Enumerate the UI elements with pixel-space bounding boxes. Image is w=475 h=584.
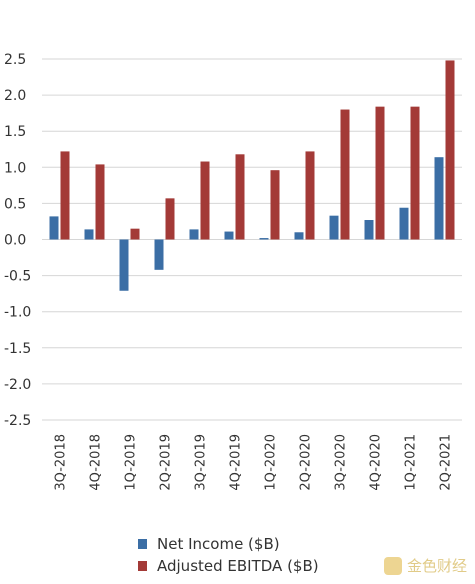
legend-swatch-adjusted-ebitda: [138, 561, 147, 571]
x-tick-label: 2Q-2021: [439, 434, 454, 491]
bar-adjusted-ebitda: [270, 170, 280, 240]
bar-adjusted-ebitda: [410, 106, 420, 240]
y-tick-label: 2.5: [4, 52, 26, 68]
bar-adjusted-ebitda: [235, 154, 245, 240]
x-tick-label: 1Q-2021: [404, 434, 419, 491]
bar-net-income: [224, 231, 234, 240]
bar-adjusted-ebitda: [130, 228, 140, 240]
y-tick-label: -0.5: [4, 269, 31, 285]
bar-net-income: [84, 229, 94, 240]
bar-adjusted-ebitda: [305, 151, 315, 240]
bar-net-income: [154, 239, 164, 270]
y-tick-label: 0.0: [4, 233, 26, 249]
x-tick-label: 1Q-2020: [264, 434, 279, 491]
bar-net-income: [364, 220, 374, 240]
legend: Net Income ($B) Adjusted EBITDA ($B): [138, 533, 319, 577]
x-tick-label: 4Q-2018: [89, 434, 104, 491]
x-tick-label: 4Q-2020: [369, 434, 384, 491]
y-tick-label: 0.5: [4, 196, 26, 212]
bar-adjusted-ebitda: [95, 164, 105, 240]
bar-net-income: [329, 215, 339, 240]
bar-net-income: [259, 238, 269, 240]
y-tick-label: -1.0: [4, 305, 31, 321]
watermark-text: 金色财经: [406, 557, 467, 575]
y-tick-label: -2.0: [4, 377, 31, 393]
y-tick-label: 1.5: [4, 124, 26, 140]
y-tick-label: 2.0: [4, 88, 26, 104]
legend-swatch-net-income: [138, 539, 147, 549]
y-tick-label: -2.5: [4, 413, 31, 429]
bar-net-income: [434, 157, 444, 240]
bar-adjusted-ebitda: [445, 60, 455, 240]
bar-adjusted-ebitda: [200, 161, 210, 240]
y-tick-label: -1.5: [4, 341, 31, 357]
bar-net-income: [49, 216, 59, 240]
bar-net-income: [294, 232, 304, 240]
bar-net-income: [119, 239, 129, 291]
x-tick-label: 1Q-2019: [124, 434, 139, 491]
legend-label-adjusted-ebitda: Adjusted EBITDA ($B): [157, 557, 319, 575]
bar-net-income: [189, 229, 199, 240]
bar-chart: 2.5 2.0 1.5 1.0 0.5 0.0 -0.5 -1.0 -1.5 -2.0 -2.5 3Q…: [4, 52, 462, 491]
bar-adjusted-ebitda: [165, 198, 175, 240]
x-tick-label: 3Q-2019: [194, 434, 209, 491]
legend-label-net-income: Net Income ($B): [157, 535, 280, 553]
legend-item-net-income: Net Income ($B): [138, 533, 319, 555]
bar-net-income: [399, 207, 409, 240]
bar-adjusted-ebitda: [60, 151, 70, 240]
y-tick-label: 1.0: [4, 160, 26, 176]
x-tick-label: 2Q-2020: [299, 434, 314, 491]
x-tick-label: 2Q-2019: [159, 434, 174, 491]
x-tick-label: 3Q-2020: [334, 434, 349, 491]
bar-adjusted-ebitda: [340, 109, 350, 240]
x-tick-label: 4Q-2019: [229, 434, 244, 491]
bar-adjusted-ebitda: [375, 106, 385, 240]
watermark: 金色财经: [383, 555, 467, 576]
x-tick-label: 3Q-2018: [54, 434, 69, 491]
watermark-logo-icon: [383, 556, 402, 575]
legend-item-adjusted-ebitda: Adjusted EBITDA ($B): [138, 555, 319, 577]
